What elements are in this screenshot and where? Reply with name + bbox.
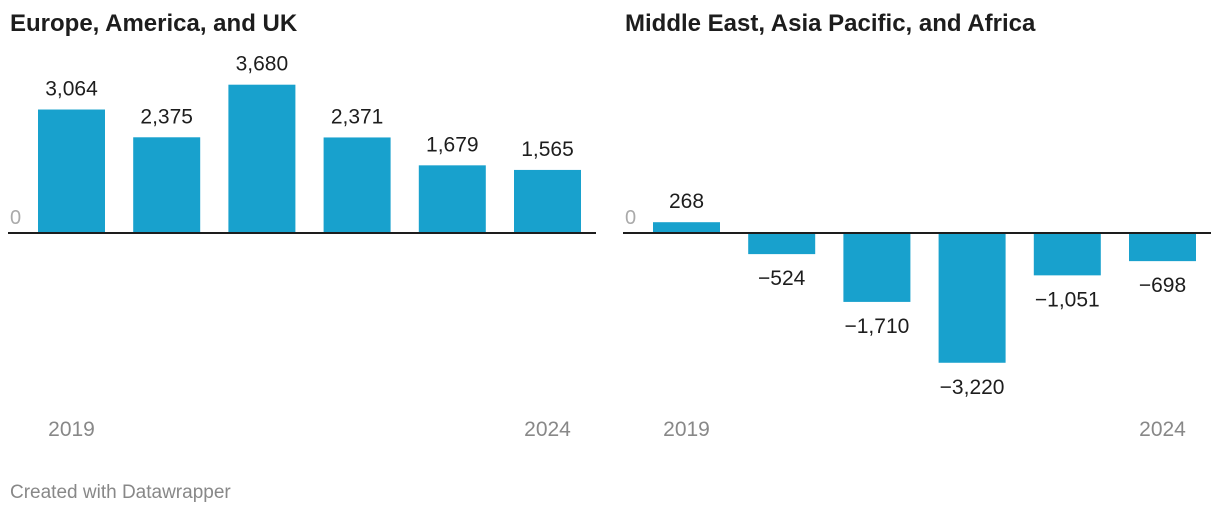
chart-panel-europe: Europe, America, and UK 0 3,064 2019 2,375 3… bbox=[8, 0, 598, 460]
value-label: 1,679 bbox=[426, 133, 479, 156]
value-label: 268 bbox=[669, 190, 704, 213]
x-tick-label: 2019 bbox=[663, 418, 710, 441]
value-label: −3,220 bbox=[940, 376, 1005, 399]
credit-text: Created with Datawrapper bbox=[10, 482, 231, 503]
bar-2020 bbox=[748, 233, 816, 255]
bar-chart-europe: 0 3,064 2019 2,375 3,680 2,371 1,679 1,565 2024 bbox=[8, 53, 596, 441]
chart-panel-meapa: Middle East, Asia Pacific, and Africa 0 2… bbox=[623, 0, 1213, 460]
value-label: 1,565 bbox=[521, 138, 574, 161]
x-tick-label: 2024 bbox=[524, 418, 571, 441]
bar-chart-meapa: 0 268 2019 −524 −1,710 −3,220 −1,051 −698 2024 bbox=[623, 190, 1211, 441]
value-label: 2,371 bbox=[331, 105, 384, 128]
value-label: 3,680 bbox=[236, 53, 289, 76]
value-label: 2,375 bbox=[140, 105, 193, 128]
bar-2020 bbox=[133, 137, 201, 233]
bar-2022 bbox=[938, 233, 1006, 363]
bar-2024 bbox=[514, 169, 581, 233]
bar-2021 bbox=[228, 84, 296, 233]
chart-title: Europe, America, and UK bbox=[10, 10, 298, 37]
zero-label: 0 bbox=[10, 207, 21, 229]
zero-label: 0 bbox=[625, 207, 636, 229]
x-tick-label: 2024 bbox=[1139, 418, 1186, 441]
bar-2019 bbox=[653, 222, 720, 233]
x-tick-label: 2019 bbox=[48, 418, 95, 441]
value-label: 3,064 bbox=[45, 78, 98, 101]
value-label: −1,710 bbox=[844, 315, 909, 338]
bar-2024 bbox=[1129, 233, 1196, 262]
bar-2023 bbox=[1033, 233, 1101, 276]
bar-2019 bbox=[38, 109, 105, 233]
bar-2021 bbox=[843, 233, 911, 302]
bar-2023 bbox=[418, 165, 486, 233]
value-label: −698 bbox=[1139, 274, 1186, 297]
value-label: −1,051 bbox=[1035, 288, 1100, 311]
bar-2022 bbox=[323, 137, 391, 233]
chart-title: Middle East, Asia Pacific, and Africa bbox=[625, 10, 1036, 37]
value-label: −524 bbox=[758, 267, 806, 290]
